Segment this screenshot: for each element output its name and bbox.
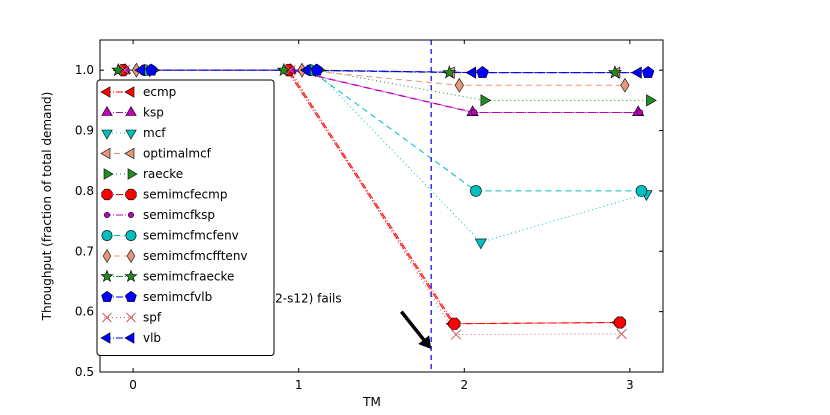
legend-marker-mcf [101,129,113,140]
legend-marker-ksp [125,105,137,116]
series-line-semimcfecmp [123,69,620,325]
point-semimcfksp-0 [123,66,130,74]
point-semimcfvlb-0 [145,63,158,76]
legend-marker-spf [102,312,112,323]
point-semimcfmcfftenv-3 [620,77,630,93]
point-semimcfecmp-3 [613,316,626,329]
annotation-arrowhead [418,335,432,350]
point-raecke-2 [480,94,492,107]
point-raecke-3 [646,94,657,107]
x-tick-label: 1 [295,378,303,392]
point-semimcfmcfenv-3 [635,185,648,197]
legend-marker-vlb [100,332,111,344]
legend-label-semimcfvlb: semimcfvlb [143,290,212,304]
legend-marker-semimcfraecke [124,269,138,283]
point-semimcfraecke-3 [607,65,622,79]
legend-marker-semimcfmcfftenv [126,249,136,263]
legend-label-vlb: vlb [143,331,161,345]
point-vlb-0 [134,64,145,77]
series-line-semimcfksp [126,69,640,113]
legend-box [96,79,275,356]
legend-label-spf: spf [143,311,162,325]
legend-marker-optimalmcf [124,147,135,160]
legend-label-mcf: mcf [143,126,166,140]
series-line-spf [124,69,622,336]
legend-marker-spf [126,312,136,323]
legend-label-ksp: ksp [143,106,164,120]
point-vlb-1 [299,64,311,77]
y-tick-label: 0.9 [75,124,94,138]
point-spf-2 [450,329,462,340]
legend-marker-ecmp [124,86,135,98]
series-line-raecke [152,69,650,101]
series-line-ecmp [121,69,619,325]
point-semimcfksp-2 [471,109,478,116]
point-semimcfvlb-3 [641,66,655,78]
legend-marker-semimcfksp [104,212,111,219]
point-spf-1 [285,64,296,76]
series-line-vlb [141,69,639,74]
y-tick-label: 1.0 [75,63,94,77]
annotation-arrow [400,310,426,341]
legend-marker-semimcfksp [128,212,135,219]
legend-marker-semimcfvlb [101,290,113,302]
y-tick-label: 0.6 [75,305,94,319]
legend-label-raecke: raecke [143,167,183,181]
x-tick-label: 0 [129,378,137,392]
point-semimcfksp-3 [636,109,644,116]
point-spf-3 [616,328,627,340]
x-tick-label: 3 [626,378,634,392]
legend-marker-semimcfraecke [100,269,114,283]
point-vlb-2 [465,66,477,79]
legend-marker-semimcfvlb [125,290,137,302]
legend-label-ecmp: ecmp [143,85,176,99]
legend-marker-vlb [124,332,135,344]
legend-marker-ecmp [100,86,111,98]
legend-label-semimcfmcfenv: semimcfmcfenv [143,229,239,243]
point-semimcfvlb-1 [310,63,324,76]
legend-marker-ksp [101,105,113,116]
y-tick-label: 0.5 [75,365,94,379]
point-mcf-2 [474,238,487,250]
legend-label-semimcfmcfftenv: semimcfmcfftenv [143,249,248,263]
legend-marker-semimcfmcfenv [125,230,137,241]
point-semimcfecmp-2 [448,317,461,330]
point-semimcfraecke-2 [442,65,457,79]
y-axis-title: Throughput (fraction of total demand) [40,92,54,322]
legend-marker-semimcfecmp [101,188,113,201]
series-line-mcf [149,69,647,243]
legend-marker-semimcfmcfftenv [102,249,112,263]
point-semimcfmcfftenv-2 [454,77,464,93]
point-spf-0 [119,64,131,76]
legend-marker-raecke [127,168,138,180]
legend-label-optimalmcf: optimalmcf [143,147,212,161]
point-semimcfksp-1 [288,66,296,74]
legend-marker-mcf [125,129,137,140]
y-tick-label: 0.8 [75,184,94,198]
legend-label-semimcfksp: semimcfksp [143,208,215,222]
point-vlb-3 [631,66,642,79]
legend-label-semimcfraecke: semimcfraecke [143,270,234,284]
y-tick-label: 0.7 [75,244,94,258]
legend-marker-raecke [103,168,114,180]
legend-marker-semimcfecmp [125,188,137,201]
x-axis-title: TM [362,395,381,409]
legend-marker-semimcfmcfenv [101,230,113,241]
point-semimcfmcfenv-2 [470,185,482,197]
legend-label-semimcfecmp: semimcfecmp [143,188,227,202]
point-semimcfvlb-2 [476,66,489,78]
legend: ecmp ksp mcf optimalmcf raecke semimcfecmp sem… [96,79,275,356]
x-tick-label: 2 [460,378,468,392]
legend-marker-optimalmcf [100,147,111,160]
